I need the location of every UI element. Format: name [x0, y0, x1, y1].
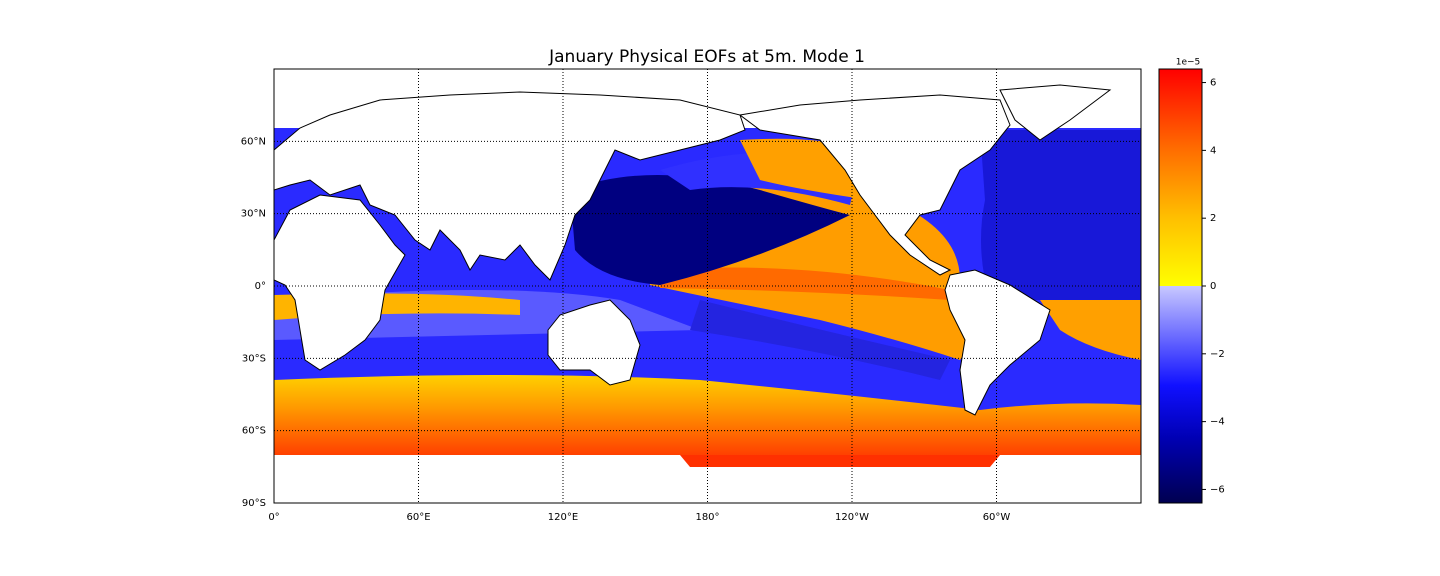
- field-region: [680, 455, 1000, 467]
- field-region: [660, 267, 950, 300]
- land: [274, 194, 406, 371]
- colorbar-tick-label: 4: [1210, 145, 1216, 156]
- land: [547, 299, 641, 386]
- y-tick-label: 0°: [255, 281, 266, 292]
- y-tick-label: 30°S: [242, 353, 266, 364]
- colorbar-tick-label: −4: [1210, 417, 1225, 428]
- y-tick-label: 90°S: [242, 498, 266, 509]
- chart-title: January Physical EOFs at 5m. Mode 1: [548, 47, 865, 67]
- y-tick-label: 60°N: [241, 136, 266, 147]
- colorbar-tick-label: −6: [1210, 484, 1225, 495]
- land: [738, 94, 1011, 276]
- land: [999, 84, 1112, 141]
- colorbar-tick-label: 0: [1210, 281, 1216, 292]
- x-tick-label: 60°W: [983, 512, 1011, 523]
- field-region: [690, 300, 950, 380]
- colorbar-tick-label: 2: [1210, 213, 1216, 224]
- colorbar-scale: 1e−5: [1176, 58, 1201, 68]
- field-region: [980, 130, 1141, 300]
- land: [944, 269, 1051, 416]
- colorbar-tick-label: 6: [1210, 78, 1216, 89]
- field-region: [1040, 300, 1141, 360]
- colorbar-tick-label: −2: [1210, 349, 1225, 360]
- y-tick-label: 30°N: [241, 209, 266, 220]
- x-tick-label: 120°E: [548, 512, 578, 523]
- x-tick-label: 60°E: [406, 512, 430, 523]
- y-tick-label: 60°S: [242, 426, 266, 437]
- x-tick-label: 0°: [268, 512, 279, 523]
- x-tick-label: 180°: [695, 512, 719, 523]
- land: [274, 91, 746, 281]
- field-region: [570, 175, 850, 285]
- x-tick-label: 120°W: [835, 512, 869, 523]
- colorbar: [1158, 68, 1203, 504]
